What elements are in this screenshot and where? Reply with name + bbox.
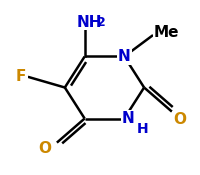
Text: H: H [136,122,147,136]
Text: O: O [172,112,185,127]
Text: N: N [117,49,130,64]
Text: F: F [16,69,26,84]
Text: N: N [121,111,134,126]
Text: NH: NH [76,15,102,30]
Text: Me: Me [153,25,179,40]
Text: 2: 2 [96,16,105,29]
Text: O: O [38,141,51,156]
